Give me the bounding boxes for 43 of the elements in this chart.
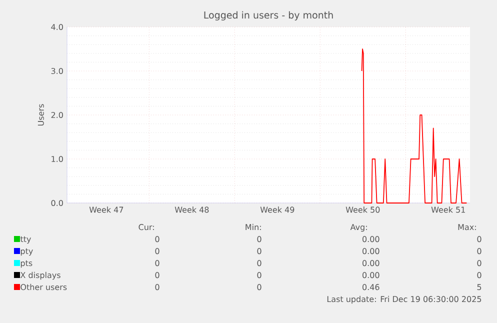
text: 0.00 (362, 272, 380, 278)
text: Avg: (350, 224, 367, 232)
text: 0.00 (362, 248, 380, 254)
text: 0.46 (362, 284, 380, 290)
legend-label: pts (20, 260, 32, 268)
text: 0 (155, 284, 160, 290)
text: 0 (257, 248, 262, 254)
text: 0 (155, 272, 160, 278)
text: Last update: Fri Dec 19 06:30:00 2025 (327, 296, 482, 304)
legend-label: X displays (20, 272, 60, 280)
text: 0 (257, 260, 262, 266)
x-tick-label: Week 50 (346, 206, 380, 213)
text: 0 (257, 272, 262, 278)
text: 0 (477, 236, 482, 242)
x-tick-label: Week 49 (260, 206, 294, 213)
legend-label: Other users (20, 284, 67, 290)
y-tick-label: 4.0 (51, 24, 63, 30)
x-tick-label: Week 51 (431, 206, 465, 213)
text: 0 (155, 248, 160, 254)
text: 0 (155, 236, 160, 242)
text: Max: (458, 224, 476, 230)
text: 0 (477, 272, 482, 278)
text: 0 (155, 260, 160, 266)
text: 0 (477, 248, 482, 254)
x-tick-label: Week 47 (89, 206, 124, 213)
y-axis-title: Users (38, 104, 44, 126)
line-series (361, 48, 468, 204)
y-tick-label: 3.0 (51, 68, 63, 74)
text: Min: (246, 224, 261, 230)
chart-title: Logged in users - by month (204, 11, 333, 20)
text: Cur: (138, 224, 154, 230)
legend-label: pty (20, 248, 33, 256)
x-tick-label: Week 48 (174, 206, 209, 213)
text: 5 (477, 284, 482, 290)
text: 0 (257, 284, 262, 290)
text: 0.00 (362, 260, 380, 266)
text: 0 (257, 236, 262, 242)
y-tick-label: 2.0 (51, 112, 63, 118)
text: 0.00 (362, 236, 380, 242)
legend-label: tty (20, 236, 31, 244)
y-tick-label: 0.0 (51, 200, 63, 206)
y-tick-label: 1.0 (52, 156, 63, 162)
text: 0 (477, 260, 482, 266)
